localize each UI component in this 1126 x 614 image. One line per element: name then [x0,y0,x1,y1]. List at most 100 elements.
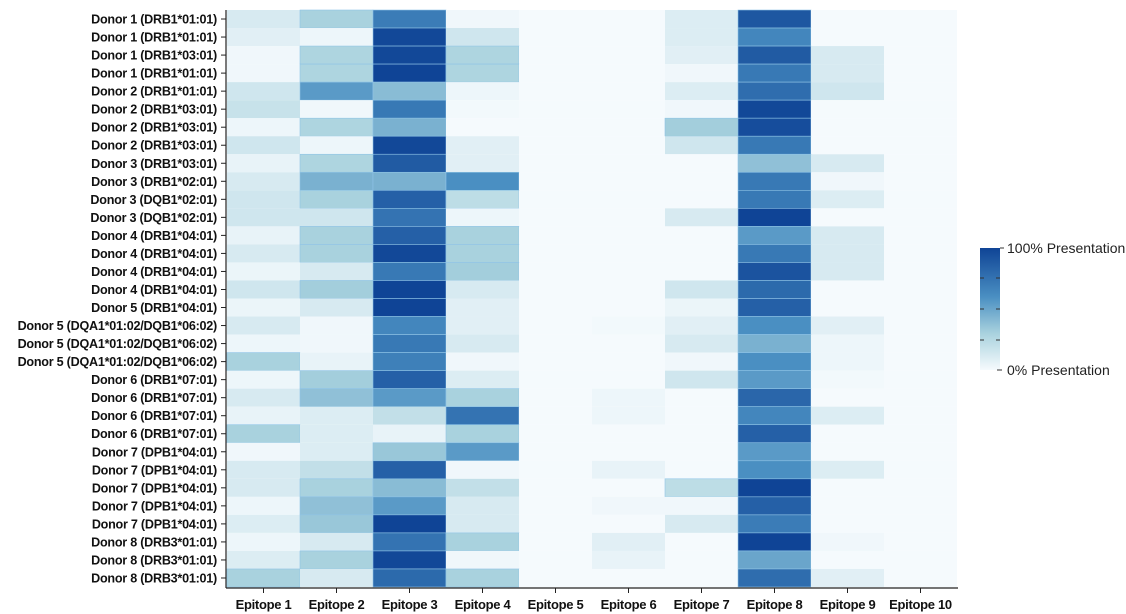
heatmap-cell [737,442,812,462]
row-label: Donor 7 (DPB1*04:01) [92,463,217,477]
heatmap-cell [592,208,665,227]
row-label: Donor 8 (DRB3*01:01) [91,553,217,567]
heatmap-cell [227,64,300,83]
heatmap-cell [884,280,957,299]
heatmap-cell [445,406,520,426]
row-label: Donor 7 (DPB1*04:01) [92,445,217,459]
heatmap-cell [665,334,738,353]
heatmap-cell [446,154,519,173]
heatmap-cell [299,370,374,389]
heatmap-cell [227,478,300,497]
row-label: Donor 5 (DQA1*01:02/DQB1*06:02) [18,337,217,351]
row-label: Donor 5 (DQA1*01:02/DQB1*06:02) [18,355,217,369]
heatmap-cell [884,388,957,407]
heatmap-cell [519,298,592,317]
heatmap-cell [300,460,373,479]
heatmap-cell [737,27,812,47]
heatmap-cell [884,244,957,263]
heatmap-cell [665,154,738,173]
heatmap-cell [519,406,592,425]
heatmap-cell [592,64,665,83]
heatmap-cell [227,496,300,515]
heatmap-cell [811,334,884,353]
heatmap-cell [299,171,374,191]
heatmap-cell [737,153,812,173]
row-label: Donor 2 (DRB1*03:01) [91,139,217,153]
row-label: Donor 3 (DQB1*02:01) [90,193,217,207]
column-label: Epitope 5 [528,597,584,612]
heatmap-cell [737,9,812,29]
row-label: Donor 2 (DRB1*01:01) [91,85,217,99]
heatmap-cell [519,514,592,533]
heatmap-cell [446,352,519,371]
heatmap-cell [884,532,957,551]
heatmap-cell [737,117,812,137]
heatmap-cell [884,352,957,371]
heatmap-cell [737,226,812,245]
heatmap-cell [227,460,300,479]
heatmap-cell [592,388,665,407]
column-label: Epitope 3 [382,597,438,612]
heatmap-cell [227,262,300,281]
heatmap-cell [446,28,519,47]
heatmap-cell [811,568,884,587]
heatmap-cell [519,100,592,119]
row-label: Donor 3 (DRB1*02:01) [91,175,217,189]
legend-max-label: 100% Presentation [1007,240,1125,256]
heatmap-cell [737,171,812,191]
heatmap-cell [446,478,519,497]
heatmap-cell [519,334,592,353]
heatmap-cell [227,514,300,533]
heatmap-cell [227,100,300,119]
heatmap-cell [227,532,300,551]
heatmap-cell [299,550,374,570]
heatmap-cell [665,298,738,317]
heatmap-cell [737,370,812,389]
heatmap-cell [737,45,812,65]
row-label: Donor 4 (DRB1*04:01) [91,247,217,261]
heatmap-cell [372,171,447,191]
heatmap-cell [519,10,592,29]
heatmap-cell [592,496,665,515]
heatmap-cell [519,316,592,335]
heatmap-cell [372,244,447,263]
heatmap-cells [226,9,957,588]
color-legend: 100% Presentation 0% Presentation [980,240,1125,378]
row-label: Donor 1 (DRB1*01:01) [91,13,217,27]
heatmap-cell [227,172,300,191]
heatmap-cell [665,406,738,425]
heatmap-cell [372,550,447,570]
heatmap-cell [592,370,665,389]
heatmap-cell [664,478,739,498]
heatmap-cell [227,442,300,461]
heatmap-cell [665,10,738,29]
heatmap-cell [300,424,373,443]
heatmap-cell [811,280,884,299]
heatmap-cell [300,352,373,371]
heatmap-cell [592,352,665,371]
heatmap-cell [445,388,520,407]
heatmap-cell [884,550,957,569]
column-label: Epitope 9 [820,597,876,612]
heatmap-cell [519,136,592,155]
heatmap-cell [884,478,957,497]
heatmap-cell [737,298,812,317]
heatmap-cell [227,136,300,155]
heatmap-cell [592,172,665,191]
heatmap-cell [519,568,592,587]
heatmap-cell [811,190,884,209]
column-label: Epitope 6 [601,597,657,612]
heatmap-cell [519,532,592,551]
row-label: Donor 8 (DRB3*01:01) [91,571,217,585]
heatmap-cell [737,280,812,299]
heatmap-cell [737,514,812,534]
heatmap-cell [299,190,374,209]
heatmap-cell [665,370,738,389]
heatmap-cell [519,46,592,65]
heatmap-cell [519,172,592,191]
heatmap-cell [665,100,738,119]
heatmap-cell [299,117,374,137]
column-label: Epitope 2 [309,597,365,612]
heatmap-cell [665,64,738,83]
